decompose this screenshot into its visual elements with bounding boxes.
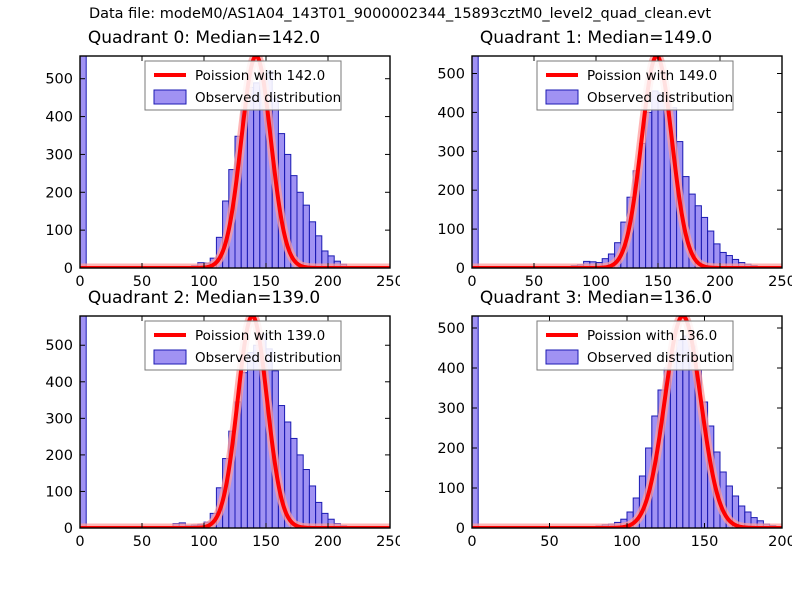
y-tick-label: 300 (45, 411, 73, 427)
x-tick-label: 150 (252, 274, 280, 290)
legend-patch-swatch (545, 89, 579, 105)
y-tick-label: 100 (45, 223, 73, 239)
x-tick-label: 100 (582, 274, 610, 290)
y-tick-label: 400 (437, 361, 465, 377)
y-tick-label: 200 (437, 441, 465, 457)
legend: Poission with 142.0 Observed distribution (144, 60, 342, 111)
y-tick-label: 200 (437, 183, 465, 199)
poisson-fit-curve (80, 56, 390, 268)
subplot-title: Quadrant 0: Median=142.0 (87, 28, 321, 48)
axes: 0 50 100 150 200 250 0 100 200 300 400 500 (45, 56, 400, 290)
y-tick-label: 200 (45, 185, 73, 201)
x-tick-label: 200 (706, 274, 734, 290)
x-tick-label: 50 (525, 274, 543, 290)
x-tick-label: 150 (252, 534, 280, 550)
y-tick-label: 500 (437, 67, 465, 83)
x-tick-label: 0 (467, 274, 476, 290)
figure-suptitle: Data file: modeM0/AS1A04_143T01_90000023… (88, 6, 712, 22)
plot-area-quadrant-1: 0 50 100 150 200 250 0 100 200 300 400 500 Poission … (437, 55, 792, 290)
x-tick-label: 50 (540, 534, 558, 550)
x-tick-label: 0 (75, 534, 84, 550)
y-tick-label: 400 (45, 110, 73, 126)
legend-patch-swatch (153, 349, 187, 365)
x-tick-label: 150 (644, 274, 672, 290)
y-tick-label: 0 (456, 261, 465, 277)
plot-area-quadrant-2: 0 50 100 150 200 250 0 100 200 300 400 500 Poission … (45, 315, 400, 550)
poisson-fit-curve (80, 316, 390, 528)
axes: 0 50 100 150 200 250 0 100 200 300 400 500 (437, 56, 792, 290)
x-tick-label: 100 (190, 534, 218, 550)
histogram-bars (472, 316, 782, 528)
y-tick-label: 400 (437, 105, 465, 121)
subplot-quadrant-1: Quadrant 1: Median=149.0 0 50 100 150 200 250 0… (400, 28, 792, 290)
legend-patch-swatch (153, 89, 187, 105)
y-tick-label: 500 (437, 321, 465, 337)
axes: 0 50 100 150 200 250 0 100 200 300 400 500 (45, 316, 400, 550)
y-tick-label: 500 (45, 72, 73, 88)
y-tick-label: 300 (437, 144, 465, 160)
subplot-title: Quadrant 1: Median=149.0 (479, 28, 713, 48)
y-tick-label: 0 (64, 261, 73, 277)
legend: Poission with 139.0 Observed distribution (144, 320, 342, 371)
x-tick-label: 200 (314, 274, 342, 290)
legend-label: Poission with 136.0 (587, 328, 717, 344)
legend-label: Poission with 149.0 (587, 68, 717, 84)
x-tick-label: 50 (133, 534, 151, 550)
legend-label: Observed distribution (195, 90, 341, 106)
plot-area-quadrant-3: 0 50 100 150 200 0 100 200 300 400 500 Poission wit… (437, 315, 792, 550)
y-tick-label: 0 (64, 521, 73, 537)
y-tick-label: 100 (437, 481, 465, 497)
y-tick-label: 300 (437, 401, 465, 417)
legend: Poission with 136.0 Observed distribution (536, 320, 734, 371)
subplot-title: Quadrant 3: Median=136.0 (479, 288, 713, 308)
legend-patch-swatch (545, 349, 579, 365)
legend-label: Observed distribution (195, 350, 341, 366)
legend: Poission with 149.0 Observed distribution (536, 60, 734, 111)
axes: 0 50 100 150 200 0 100 200 300 400 500 (437, 316, 792, 550)
plot-area-quadrant-0: 0 50 100 150 200 250 0 100 200 300 400 500 Poission … (45, 55, 400, 290)
y-tick-label: 100 (45, 484, 73, 500)
subplot-quadrant-2: Quadrant 2: Median=139.0 0 50 100 150 200 250 0… (8, 288, 400, 556)
x-tick-label: 250 (376, 274, 400, 290)
x-tick-label: 50 (133, 274, 151, 290)
x-tick-label: 100 (613, 534, 641, 550)
y-tick-label: 400 (45, 375, 73, 391)
x-tick-label: 250 (376, 534, 400, 550)
x-tick-label: 200 (768, 534, 792, 550)
y-tick-label: 200 (45, 448, 73, 464)
x-tick-label: 0 (467, 534, 476, 550)
x-tick-label: 250 (768, 274, 792, 290)
y-tick-label: 100 (437, 222, 465, 238)
y-tick-label: 500 (45, 338, 73, 354)
legend-label: Observed distribution (587, 90, 733, 106)
legend-label: Poission with 139.0 (195, 328, 325, 344)
y-tick-label: 0 (456, 521, 465, 537)
subplot-title: Quadrant 2: Median=139.0 (87, 288, 321, 308)
x-tick-label: 100 (190, 274, 218, 290)
subplot-quadrant-0: Quadrant 0: Median=142.0 0 50 100 150 200 250 0… (8, 28, 400, 290)
x-tick-label: 150 (691, 534, 719, 550)
legend-label: Poission with 142.0 (195, 68, 325, 84)
subplot-quadrant-3: Quadrant 3: Median=136.0 0 50 100 150 200 0 100… (400, 288, 792, 556)
x-tick-label: 200 (314, 534, 342, 550)
y-tick-label: 300 (45, 147, 73, 163)
legend-label: Observed distribution (587, 350, 733, 366)
poisson-fit-curve (472, 56, 782, 268)
x-tick-label: 0 (75, 274, 84, 290)
